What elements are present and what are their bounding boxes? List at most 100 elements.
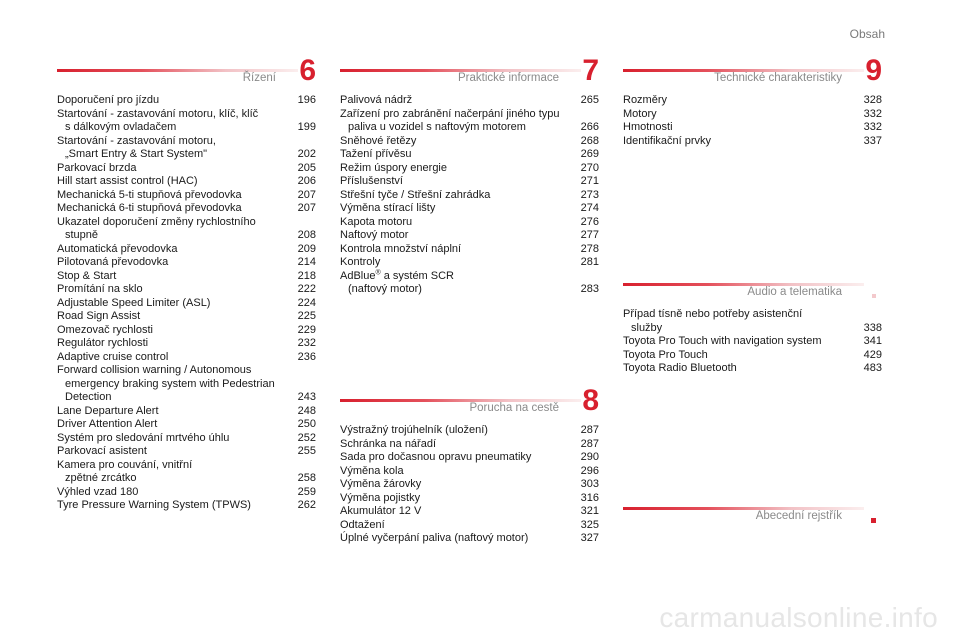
toc-entry[interactable]: Výměna žárovky 303 (340, 478, 599, 492)
toc-entry[interactable]: Kapota motoru 276 (340, 216, 599, 230)
toc-entry[interactable]: Toyota Pro Touch with navigation system 3… (623, 335, 882, 349)
toc-entry-title: Sada pro dočasnou opravu pneumatiky (340, 451, 531, 465)
toc-entry[interactable]: Automatická převodovka 209 (57, 243, 316, 257)
toc-entry-page: 483 (863, 362, 882, 374)
section-title[interactable]: Praktické informace (452, 72, 559, 84)
toc-entry[interactable]: Ukazatel doporučení změny rychlostního st… (57, 216, 316, 243)
toc-entry-title: Kamera pro couvání, vnitřní zpětné zrcátk… (57, 459, 192, 486)
toc-entry-main: Parkovací brzda (57, 161, 137, 174)
toc-entry[interactable]: Režim úspory energie 270 (340, 162, 599, 176)
toc-entry-sub: zpětné zrcátko (65, 472, 137, 484)
toc-entry[interactable]: Kontrola množství náplní 278 (340, 243, 599, 257)
toc-entry[interactable]: Regulátor rychlosti 232 (57, 337, 316, 351)
toc-entry[interactable]: Kamera pro couvání, vnitřní zpětné zrcátk… (57, 459, 316, 486)
toc-entry-page: 429 (863, 348, 882, 361)
toc-entry-main: Adaptive cruise control (57, 350, 169, 363)
toc-entry-main: Forward collision warning / Autonomous (57, 364, 252, 376)
toc-entry-main: Ukazatel doporučení změny rychlostního (57, 215, 256, 228)
toc-list: Palivová nádrž 265 Zařízení pro zabránění … (340, 94, 599, 297)
toc-entry[interactable]: Výměna stírací lišty 274 (340, 202, 599, 216)
toc-entry[interactable]: Doporučení pro jízdu 196 (57, 94, 316, 108)
section-rejstrik: Abecední rejstřík (623, 501, 882, 523)
toc-entry[interactable]: Sada pro dočasnou opravu pneumatiky 290 (340, 451, 599, 465)
toc-entry-title: Road Sign Assist (57, 310, 140, 324)
toc-entry[interactable]: Hill start assist control (HAC) 206 (57, 175, 316, 189)
toc-entry-title: Případ tísně nebo potřeby asistenční služ… (623, 308, 802, 335)
toc-entry[interactable]: Schránka na nářadí 287 (340, 438, 599, 452)
toc-entry[interactable]: Palivová nádrž 265 (340, 94, 599, 108)
toc-entry[interactable]: Forward collision warning / Autonomous em… (57, 364, 316, 405)
toc-entry[interactable]: Tažení přívěsu 269 (340, 148, 599, 162)
toc-entry[interactable]: Kontroly 281 (340, 256, 599, 270)
section-title[interactable]: Audio a telematika (741, 286, 842, 298)
section-title[interactable]: Technické charakteristiky (708, 72, 842, 84)
toc-entry[interactable]: Parkovací brzda 205 (57, 162, 316, 176)
toc-entry[interactable]: Pilotovaná převodovka 214 (57, 256, 316, 270)
toc-entry[interactable]: Výměna pojistky 316 (340, 492, 599, 506)
toc-entry-title: Systém pro sledování mrtvého úhlu (57, 432, 229, 446)
section-title[interactable]: Abecední rejstřík (749, 510, 842, 522)
toc-entry[interactable]: Road Sign Assist 225 (57, 310, 316, 324)
toc-entry-page: 207 (297, 202, 316, 214)
toc-entry[interactable]: Toyota Pro Touch 429 (623, 349, 882, 363)
toc-entry[interactable]: Omezovač rychlosti 229 (57, 324, 316, 338)
toc-entry[interactable]: Systém pro sledování mrtvého úhlu 252 (57, 432, 316, 446)
toc-entry-title: Toyota Pro Touch (623, 349, 708, 363)
section-divider (57, 69, 298, 72)
toc-entry[interactable]: Identifikační prvky 337 (623, 135, 882, 149)
section-title[interactable]: Porucha na cestě (463, 402, 559, 414)
toc-entry-main: Doporučení pro jízdu (57, 94, 160, 106)
toc-entry-main: AdBlue (340, 269, 376, 282)
section-porucha: Porucha na cestě 8 Výstražný trojúhelník… (340, 384, 599, 546)
toc-entry[interactable]: Driver Attention Alert 250 (57, 418, 316, 432)
toc-entry-title: Forward collision warning / Autonomous em… (57, 364, 275, 405)
toc-entry[interactable]: Příslušenství 271 (340, 175, 599, 189)
toc-entry-page: 283 (580, 283, 599, 295)
toc-entry[interactable]: Sněhové řetězy 268 (340, 135, 599, 149)
toc-entry-page: 258 (297, 472, 316, 484)
toc-entry-page: 281 (580, 256, 599, 268)
toc-entry-title: Zařízení pro zabránění načerpání jiného … (340, 108, 560, 135)
toc-entry[interactable]: Adaptive cruise control 236 (57, 351, 316, 365)
toc-entry-main: Zařízení pro zabránění načerpání jiného … (340, 107, 560, 120)
toc-entry[interactable]: AdBlue® a systém SCR (naftový motor) 283 (340, 269, 599, 297)
toc-entry[interactable]: Rozměry 328 (623, 94, 882, 108)
toc-entry[interactable]: Mechanická 5-ti stupňová převodovka 207 (57, 189, 316, 203)
toc-entry[interactable]: Úplné vyčerpání paliva (naftový motor) 32… (340, 532, 599, 546)
toc-entry-sub: „Smart Entry & Start System" (65, 148, 208, 160)
toc-entry-main: Výstražný trojúhelník (uložení) (340, 424, 488, 436)
toc-entry[interactable]: Tyre Pressure Warning System (TPWS) 262 (57, 499, 316, 513)
toc-entry[interactable]: Motory 332 (623, 108, 882, 122)
toc-entry[interactable]: Startování - zastavování motoru, klíč, k… (57, 108, 316, 135)
toc-entry[interactable]: Naftový motor 277 (340, 229, 599, 243)
toc-entry[interactable]: Promítání na sklo 222 (57, 283, 316, 297)
section-title[interactable]: Řízení (236, 72, 276, 84)
toc-entry[interactable]: Výhled vzad 180 259 (57, 486, 316, 500)
section-header: Praktické informace 7 (340, 54, 599, 87)
toc-entry-main: Stop & Start (57, 269, 117, 282)
toc-entry[interactable]: Lane Departure Alert 248 (57, 405, 316, 419)
toc-entry[interactable]: Parkovací asistent 255 (57, 445, 316, 459)
toc-entry[interactable]: Odtažení 325 (340, 519, 599, 533)
toc-entry-title: Stop & Start (57, 270, 116, 284)
toc-entry[interactable]: Stop & Start 218 (57, 270, 316, 284)
toc-entry-page: 296 (580, 464, 599, 477)
toc-entry[interactable]: Akumulátor 12 V 321 (340, 505, 599, 519)
toc-entry[interactable]: Zařízení pro zabránění načerpání jiného … (340, 108, 599, 135)
toc-entry-title: Odtažení (340, 519, 385, 533)
section-number: 6 (299, 54, 316, 87)
toc-entry[interactable]: Toyota Radio Bluetooth 483 (623, 362, 882, 376)
toc-entry-title: Tyre Pressure Warning System (TPWS) (57, 499, 251, 513)
toc-entry[interactable]: Výměna kola 296 (340, 465, 599, 479)
toc-entry[interactable]: Výstražný trojúhelník (uložení) 287 (340, 424, 599, 438)
toc-entry-page: 337 (863, 134, 882, 147)
toc-entry[interactable]: Případ tísně nebo potřeby asistenční služ… (623, 308, 882, 335)
toc-entry[interactable]: Startování - zastavování motoru, „Smart E… (57, 135, 316, 162)
toc-entry-main: Kontroly (340, 256, 381, 268)
toc-entry[interactable]: Mechanická 6-ti stupňová převodovka 207 (57, 202, 316, 216)
toc-entry[interactable]: Střešní tyče / Střešní zahrádka 273 (340, 189, 599, 203)
toc-entry-main: Systém pro sledování mrtvého úhlu (57, 431, 230, 444)
toc-entry[interactable]: Adjustable Speed Limiter (ASL) 224 (57, 297, 316, 311)
toc-entry[interactable]: Hmotnosti 332 (623, 121, 882, 135)
toc-entry-main: Tyre Pressure Warning System (TPWS) (57, 499, 251, 511)
